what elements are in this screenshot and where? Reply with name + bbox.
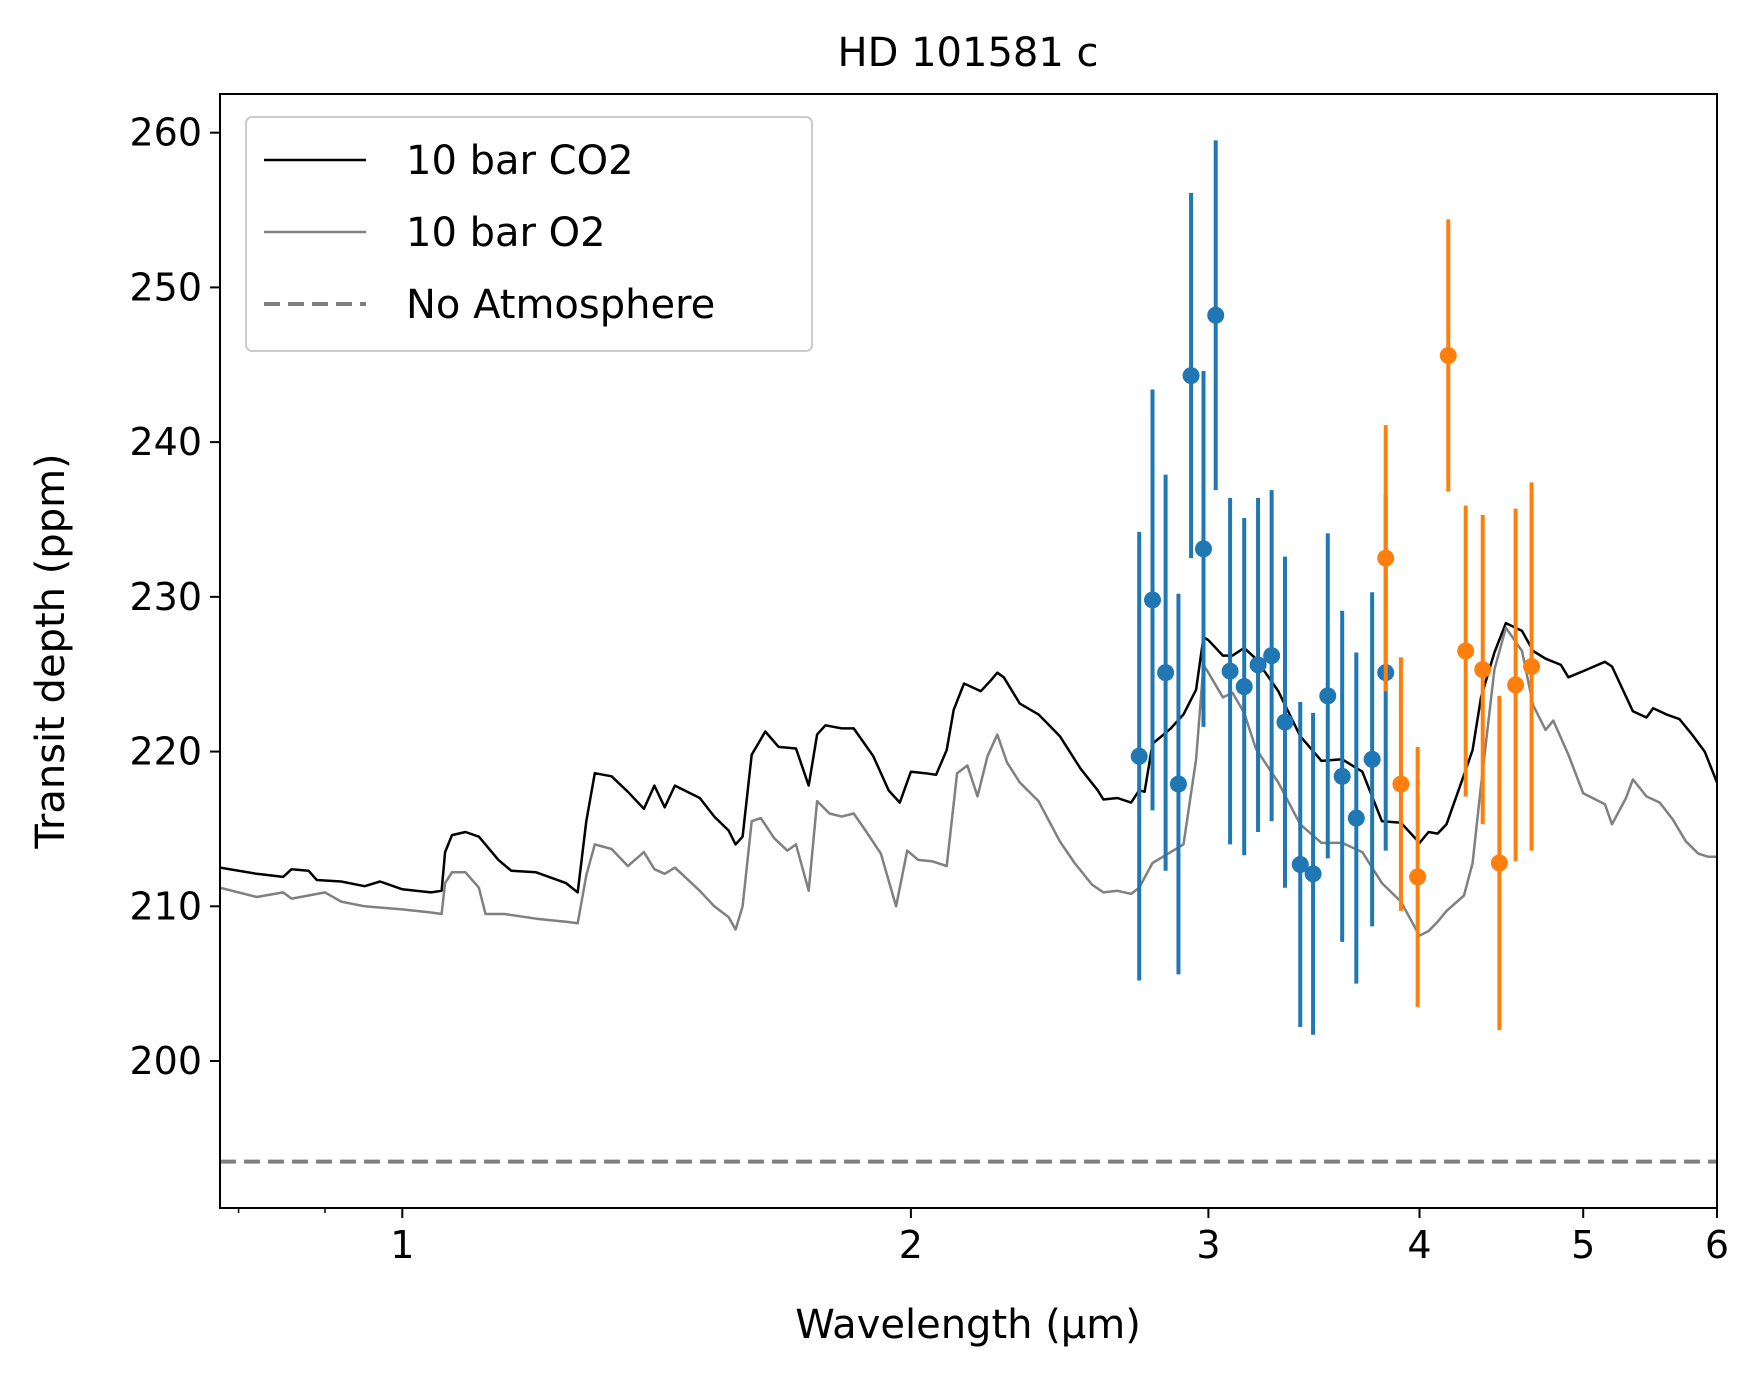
errorbar-layer bbox=[1130, 140, 1541, 1035]
data-point-3-1 bbox=[1144, 591, 1162, 609]
data-point-3-3 bbox=[1169, 775, 1187, 793]
data-point-3-13 bbox=[1304, 865, 1322, 883]
x-tick-label-5: 6 bbox=[1705, 1223, 1729, 1267]
y-axis: 200 210 220 230 240 250 260 bbox=[129, 111, 220, 1083]
x-tick-label-1: 2 bbox=[899, 1223, 923, 1267]
legend-label-co2: 10 bar CO2 bbox=[406, 138, 634, 184]
data-point-4-0 bbox=[1377, 549, 1395, 567]
series-line-0 bbox=[220, 621, 1717, 894]
legend-label-o2: 10 bar O2 bbox=[406, 210, 606, 256]
data-point-3-10 bbox=[1263, 647, 1281, 665]
data-point-3-7 bbox=[1221, 662, 1239, 680]
data-point-4-4 bbox=[1457, 642, 1475, 660]
data-point-3-2 bbox=[1157, 664, 1175, 682]
data-point-3-0 bbox=[1130, 747, 1148, 765]
data-point-4-7 bbox=[1507, 676, 1525, 694]
plot-area bbox=[220, 140, 1717, 1164]
y-tick-label-5: 250 bbox=[129, 265, 202, 309]
data-point-3-6 bbox=[1207, 306, 1225, 324]
data-point-4-8 bbox=[1523, 657, 1541, 675]
data-point-3-11 bbox=[1276, 713, 1294, 731]
y-tick-label-3: 230 bbox=[129, 575, 202, 619]
y-tick-label-2: 220 bbox=[129, 730, 202, 774]
data-point-4-2 bbox=[1409, 868, 1427, 886]
y-axis-label: Transit depth (ppm) bbox=[28, 453, 74, 849]
data-point-4-5 bbox=[1474, 661, 1492, 679]
plot-frame bbox=[219, 93, 1718, 1209]
y-tick-label-4: 240 bbox=[129, 420, 202, 464]
data-point-3-12 bbox=[1291, 856, 1309, 874]
legend: 10 bar CO2 10 bar O2 No Atmosphere bbox=[245, 116, 813, 352]
y-tick-label-1: 210 bbox=[129, 884, 202, 928]
data-point-3-17 bbox=[1363, 750, 1381, 768]
x-axis: 1 2 3 4 5 6 bbox=[237, 1208, 1729, 1267]
legend-box bbox=[245, 116, 813, 352]
data-point-3-9 bbox=[1249, 656, 1267, 674]
legend-label-no-atmosphere: No Atmosphere bbox=[406, 282, 715, 328]
data-point-3-4 bbox=[1182, 367, 1200, 385]
x-tick-label-2: 3 bbox=[1196, 1223, 1220, 1267]
chart-title: HD 101581 c bbox=[838, 30, 1099, 76]
y-tick-label-0: 200 bbox=[129, 1039, 202, 1083]
data-point-3-8 bbox=[1235, 678, 1253, 696]
series-line-1 bbox=[220, 626, 1717, 937]
series-layer bbox=[220, 621, 1717, 1164]
data-point-4-3 bbox=[1439, 346, 1457, 364]
data-point-4-6 bbox=[1490, 854, 1508, 872]
data-point-3-5 bbox=[1194, 540, 1212, 558]
y-tick-label-6: 260 bbox=[129, 111, 202, 155]
data-point-4-1 bbox=[1392, 775, 1410, 793]
x-tick-label-4: 5 bbox=[1571, 1223, 1595, 1267]
data-point-3-14 bbox=[1319, 687, 1337, 705]
x-axis-label: Wavelength (μm) bbox=[795, 1302, 1141, 1348]
data-point-3-16 bbox=[1347, 809, 1365, 827]
data-point-3-15 bbox=[1333, 767, 1351, 785]
x-tick-label-0: 1 bbox=[390, 1223, 414, 1267]
x-tick-label-3: 4 bbox=[1407, 1223, 1431, 1267]
